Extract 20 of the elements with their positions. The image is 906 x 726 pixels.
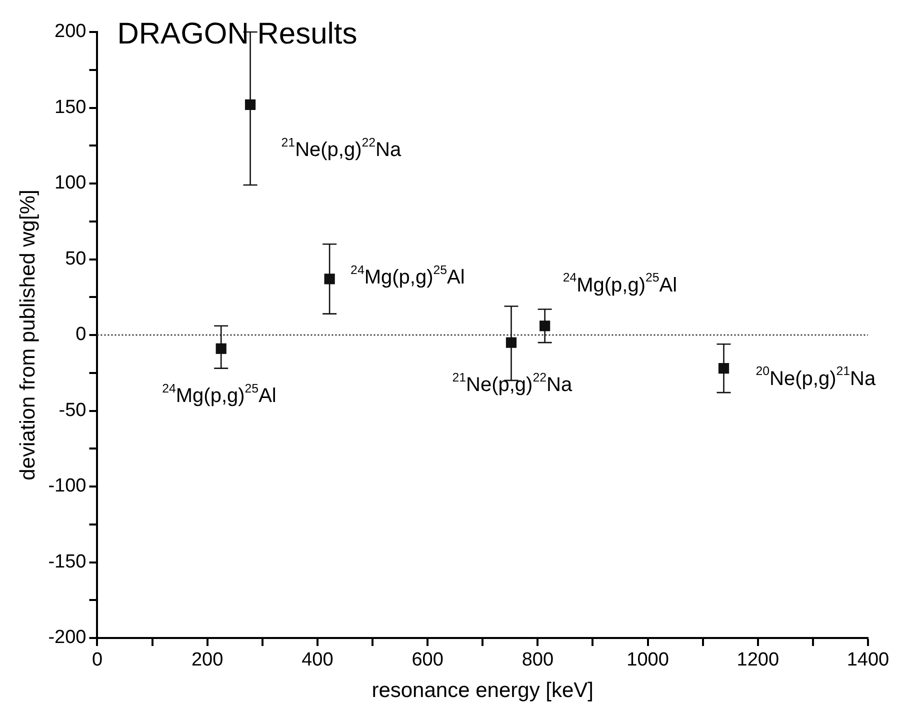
x-tick-label: 800 — [522, 650, 554, 671]
x-axis-title: resonance energy [keV] — [372, 679, 594, 702]
y-tick-label: 50 — [65, 248, 86, 270]
x-tick-label: 400 — [302, 650, 334, 671]
y-axis-title: deviation from published wg[%] — [16, 190, 40, 480]
x-tick-label: 0 — [92, 650, 103, 671]
y-tick-label: 0 — [76, 324, 86, 346]
x-tick-label: 600 — [412, 650, 444, 671]
x-tick-label: 1400 — [846, 650, 890, 671]
y-tick-label: -150 — [48, 551, 86, 572]
chart-title: DRAGON Results — [117, 17, 358, 50]
x-tick-label: 200 — [191, 650, 224, 671]
y-tick-label: 200 — [54, 21, 86, 42]
y-tick-label: -100 — [48, 476, 86, 497]
y-tick-label: -50 — [58, 400, 86, 421]
y-tick-label: 100 — [54, 172, 86, 194]
x-tick-label: 1200 — [736, 650, 780, 671]
x-tick-label: 1000 — [626, 650, 669, 671]
y-tick-label: 150 — [54, 96, 86, 118]
y-tick-label: -200 — [48, 627, 86, 648]
